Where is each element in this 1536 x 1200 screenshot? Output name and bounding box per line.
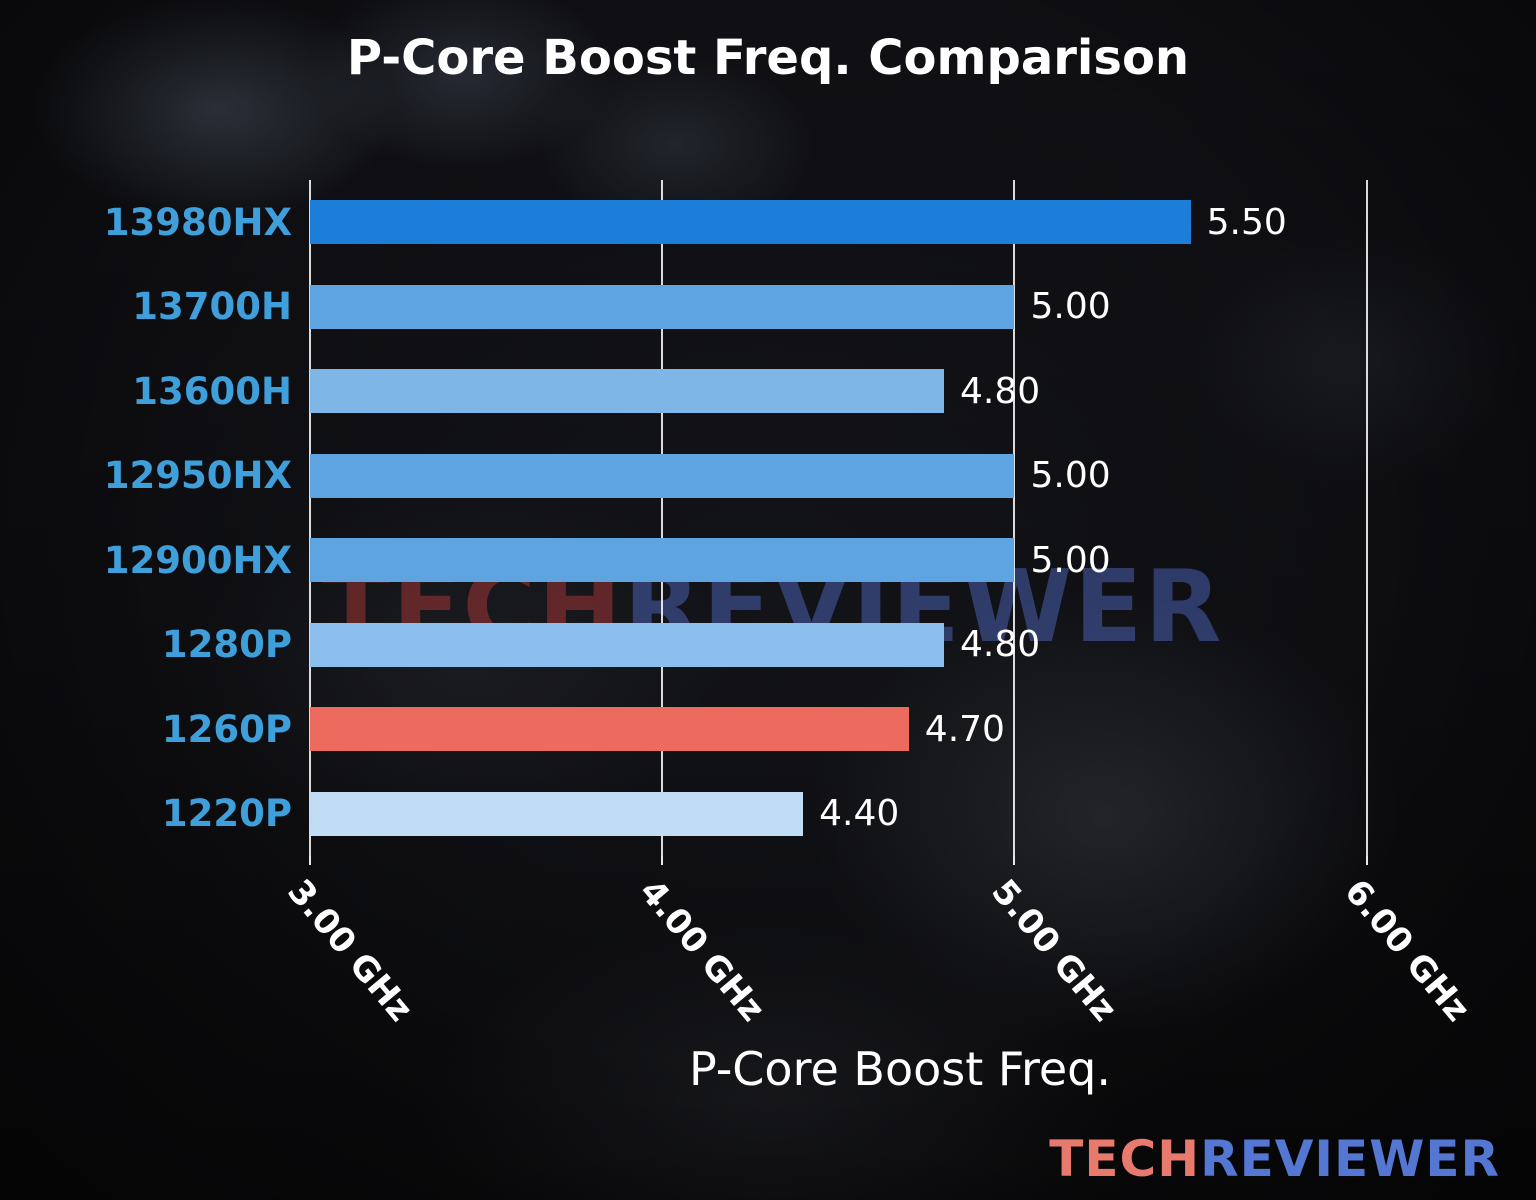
value-label: 4.40 — [819, 793, 900, 835]
bar — [310, 791, 804, 836]
bar-row: 1220P 4.40 — [162, 772, 1490, 857]
bar — [310, 200, 1191, 245]
value-label: 4.80 — [960, 370, 1041, 412]
brand-reviewer: REVIEWER — [1200, 1130, 1500, 1188]
bar-row: 1260P 4.70 — [162, 687, 1490, 772]
bar-row: 13600H 4.80 — [132, 349, 1490, 434]
x-axis-label: P-Core Boost Freq. — [688, 1042, 1112, 1096]
bar — [310, 707, 909, 752]
x-tick-mark — [309, 856, 311, 865]
gridline — [309, 180, 311, 856]
bar-row: 13700H 5.00 — [132, 265, 1490, 350]
brand-logo: TECHREVIEWER — [1049, 1130, 1500, 1188]
bar — [310, 622, 945, 667]
value-label: 5.00 — [1030, 286, 1111, 328]
category-label: 1280P — [161, 623, 292, 667]
grid-layer — [309, 180, 1490, 865]
category-label: 13600H — [132, 369, 292, 413]
category-label: 13700H — [132, 285, 292, 329]
bar — [310, 453, 1015, 498]
x-tick-mark — [1365, 856, 1368, 865]
plot-area: 13980HX 5.50 13700H 5.00 13600H 4.80 12950HX 5.… — [104, 180, 1490, 1029]
chart-title: P-Core Boost Freq. Comparison — [346, 30, 1190, 86]
bar-row: 12950HX 5.00 — [104, 434, 1490, 519]
value-label: 5.50 — [1206, 201, 1287, 243]
bar-row: 12900HX 5.00 — [104, 518, 1490, 603]
gridline — [661, 180, 664, 856]
x-tick-mark — [661, 856, 664, 865]
bar — [310, 369, 945, 414]
bar-row: 1280P 4.80 — [162, 603, 1490, 688]
category-label: 13980HX — [103, 200, 292, 244]
value-label: 4.70 — [924, 708, 1005, 750]
bar — [310, 538, 1015, 583]
brand-tech: TECH — [1049, 1130, 1201, 1188]
gridline — [1365, 180, 1368, 856]
gridline — [1013, 180, 1016, 856]
bar — [310, 284, 1015, 329]
category-label: 1260P — [161, 707, 292, 751]
category-label: 12950HX — [103, 454, 292, 498]
category-label: 12900HX — [103, 538, 292, 582]
bar-row: 13980HX 5.50 — [104, 180, 1490, 265]
value-label: 4.80 — [960, 624, 1041, 666]
x-tick-mark — [1013, 856, 1016, 865]
value-label: 5.00 — [1030, 455, 1111, 497]
bars-layer: 13980HX 5.50 13700H 5.00 13600H 4.80 12950HX 5.… — [104, 180, 1490, 857]
category-label: 1220P — [161, 792, 292, 836]
value-label: 5.00 — [1030, 539, 1111, 581]
